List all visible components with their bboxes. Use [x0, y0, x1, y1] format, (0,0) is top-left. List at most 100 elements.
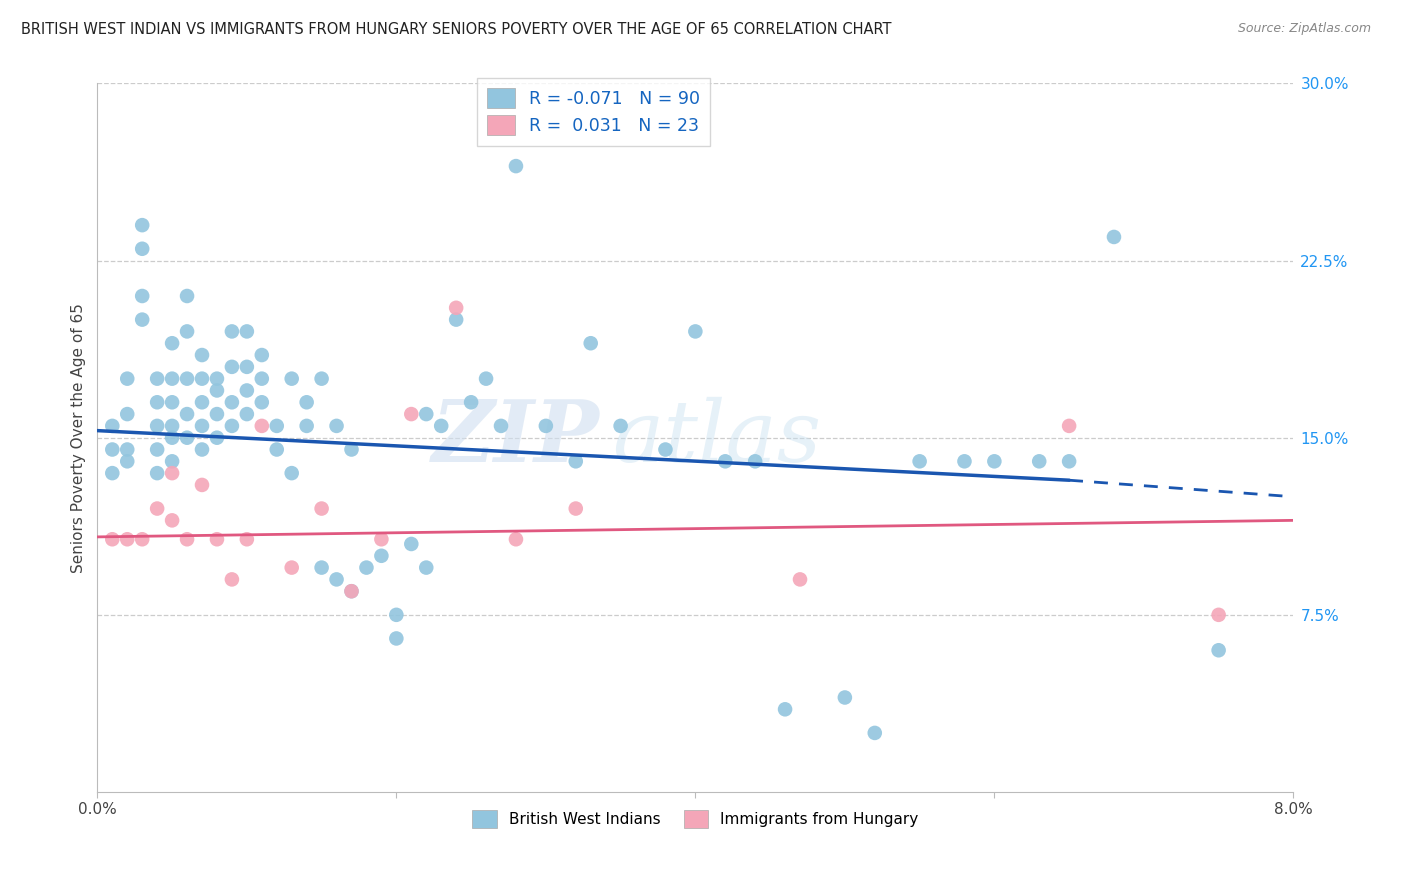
Point	[236, 407, 259, 421]
Point	[356, 560, 378, 574]
Point	[311, 501, 333, 516]
Point	[460, 395, 482, 409]
Point	[325, 418, 347, 433]
Point	[475, 372, 498, 386]
Point	[250, 418, 273, 433]
Point	[160, 418, 183, 433]
Y-axis label: Seniors Poverty Over the Age of 65: Seniors Poverty Over the Age of 65	[72, 302, 86, 573]
Point	[101, 418, 124, 433]
Point	[1028, 454, 1050, 468]
Point	[205, 533, 228, 547]
Point	[340, 584, 363, 599]
Point	[489, 418, 512, 433]
Point	[176, 533, 198, 547]
Point	[280, 560, 302, 574]
Point	[430, 418, 453, 433]
Point	[714, 454, 737, 468]
Point	[191, 442, 214, 457]
Point	[311, 560, 333, 574]
Point	[863, 726, 886, 740]
Point	[131, 312, 153, 326]
Point	[205, 384, 228, 398]
Point	[654, 442, 676, 457]
Point	[117, 454, 139, 468]
Point	[146, 418, 169, 433]
Point	[191, 418, 214, 433]
Point	[221, 359, 243, 374]
Point	[205, 407, 228, 421]
Legend: British West Indians, Immigrants from Hungary: British West Indians, Immigrants from Hu…	[467, 804, 925, 834]
Text: atlas: atlas	[612, 396, 821, 479]
Point	[146, 501, 169, 516]
Point	[266, 442, 288, 457]
Point	[953, 454, 976, 468]
Point	[834, 690, 856, 705]
Point	[146, 442, 169, 457]
Point	[191, 372, 214, 386]
Point	[101, 466, 124, 480]
Point	[415, 560, 437, 574]
Point	[534, 418, 557, 433]
Point	[340, 584, 363, 599]
Point	[176, 289, 198, 303]
Point	[191, 478, 214, 492]
Point	[280, 372, 302, 386]
Point	[160, 372, 183, 386]
Point	[160, 454, 183, 468]
Point	[340, 442, 363, 457]
Point	[176, 431, 198, 445]
Point	[191, 395, 214, 409]
Point	[160, 336, 183, 351]
Point	[385, 632, 408, 646]
Point	[117, 372, 139, 386]
Point	[160, 513, 183, 527]
Point	[401, 537, 423, 551]
Point	[117, 533, 139, 547]
Point	[565, 501, 588, 516]
Point	[176, 372, 198, 386]
Point	[295, 395, 318, 409]
Point	[280, 466, 302, 480]
Point	[176, 407, 198, 421]
Point	[609, 418, 631, 433]
Point	[908, 454, 931, 468]
Point	[250, 348, 273, 362]
Point	[325, 573, 347, 587]
Point	[205, 372, 228, 386]
Point	[1208, 607, 1230, 622]
Point	[236, 359, 259, 374]
Point	[444, 312, 467, 326]
Point	[131, 242, 153, 256]
Point	[205, 431, 228, 445]
Text: Source: ZipAtlas.com: Source: ZipAtlas.com	[1237, 22, 1371, 36]
Point	[160, 466, 183, 480]
Point	[250, 372, 273, 386]
Point	[236, 384, 259, 398]
Point	[131, 533, 153, 547]
Point	[146, 372, 169, 386]
Point	[176, 325, 198, 339]
Point	[160, 431, 183, 445]
Point	[444, 301, 467, 315]
Point	[146, 395, 169, 409]
Point	[131, 289, 153, 303]
Point	[221, 395, 243, 409]
Point	[1057, 418, 1080, 433]
Point	[295, 418, 318, 433]
Point	[101, 533, 124, 547]
Text: ZIP: ZIP	[432, 396, 600, 480]
Point	[117, 407, 139, 421]
Point	[685, 325, 707, 339]
Point	[1208, 643, 1230, 657]
Point	[983, 454, 1005, 468]
Point	[236, 533, 259, 547]
Point	[146, 466, 169, 480]
Point	[131, 218, 153, 232]
Point	[579, 336, 602, 351]
Point	[773, 702, 796, 716]
Point	[385, 607, 408, 622]
Point	[370, 533, 392, 547]
Point	[505, 159, 527, 173]
Point	[236, 325, 259, 339]
Point	[221, 418, 243, 433]
